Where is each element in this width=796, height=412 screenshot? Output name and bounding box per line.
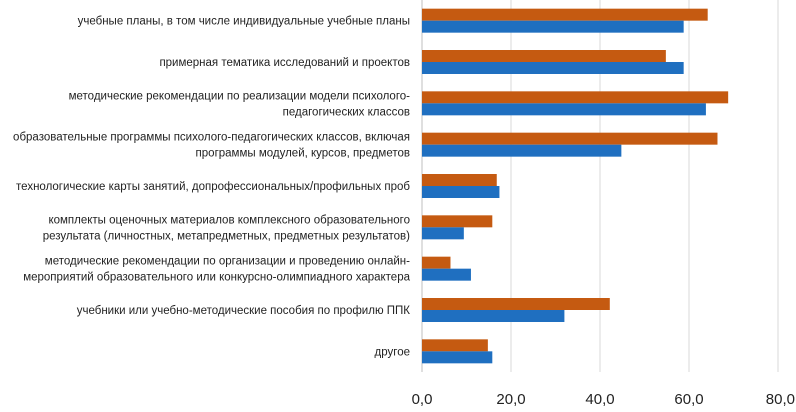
category-label: программы модулей, курсов, предметов	[196, 148, 410, 160]
category-label: учебные планы, в том числе индивидуальны…	[78, 16, 410, 28]
category-label: образовательные программы психолого-педа…	[13, 132, 410, 144]
category-label: результата (личностных, метапредметных, …	[43, 230, 410, 242]
x-tick-label: 60,0	[674, 391, 703, 408]
category-label: комплекты оценочных материалов комплексн…	[48, 214, 410, 226]
bar-series-2	[422, 186, 500, 198]
x-tick-label: 0,0	[412, 391, 433, 408]
bar-series-2	[422, 268, 471, 281]
category-label: учебники или учебно-методические пособия…	[77, 305, 411, 317]
category-label: примерная тематика исследований и проект…	[159, 57, 410, 69]
bar-series-1	[422, 50, 666, 62]
bar-series-1	[422, 215, 493, 228]
bar-series-2	[422, 310, 565, 322]
bar-series-2	[422, 351, 493, 364]
category-labels: учебные планы, в том числе индивидуальны…	[13, 16, 411, 359]
bar-series-1	[422, 339, 488, 352]
bar-series-1	[422, 132, 718, 145]
x-tick-label: 80,0	[766, 391, 795, 408]
bar-series-1	[422, 298, 610, 310]
bar-series-1	[422, 256, 451, 269]
category-label: мероприятий образовательного или конкурс…	[23, 272, 410, 284]
bar-series-1	[422, 174, 497, 186]
category-label: методические рекомендации по организации…	[45, 256, 410, 268]
bar-series-2	[422, 20, 684, 33]
bar-series-2	[422, 62, 684, 74]
x-tick-label: 40,0	[585, 391, 614, 408]
category-label: технологические карты занятий, допрофесс…	[16, 181, 410, 193]
x-tick-label: 20,0	[496, 391, 525, 408]
category-label: педагогических классов	[283, 106, 410, 118]
bar-series-2	[422, 144, 622, 157]
bars	[422, 8, 729, 364]
category-label: другое	[375, 346, 410, 358]
category-label: методические рекомендации по реализации …	[69, 90, 411, 102]
bar-series-2	[422, 227, 464, 240]
bar-series-1	[422, 8, 708, 21]
x-axis-ticks: 0,0 20,0 40,0 60,0 80,0	[412, 391, 795, 408]
bar-series-2	[422, 103, 706, 116]
bar-series-1	[422, 91, 729, 104]
